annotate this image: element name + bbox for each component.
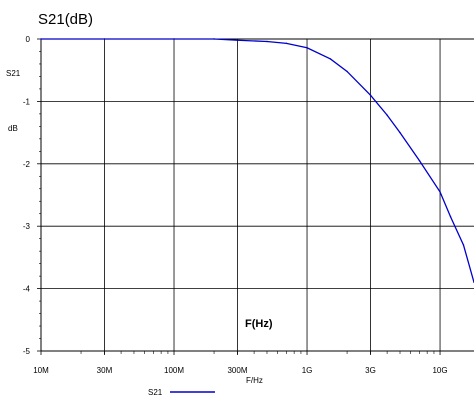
grid-layer: [40, 38, 474, 352]
x-tick-label: 300M: [227, 366, 247, 375]
series-point: [399, 131, 401, 134]
legend-series-name: S21: [148, 388, 163, 397]
y-axis-unit-label: dB: [8, 124, 18, 133]
series-point: [369, 94, 372, 96]
x-tick-label: 1G: [302, 366, 313, 375]
series-point: [213, 38, 215, 40]
series-point: [173, 38, 175, 40]
y-tick-label: -3: [23, 222, 31, 231]
series-point: [40, 38, 42, 40]
series-point: [462, 244, 465, 246]
tick-layer: 0 -1 -2 -3 -4 -5 10M 30M 100M 300M 1G 3G 10G: [23, 35, 448, 375]
series-point: [329, 58, 332, 60]
x-tick-label: 10M: [33, 366, 49, 375]
series-point: [285, 42, 288, 45]
series-point: [418, 159, 421, 162]
series-point: [236, 39, 239, 41]
y-tick-label: -1: [23, 97, 31, 106]
x-tick-label: 30M: [97, 366, 113, 375]
series-point: [449, 216, 452, 218]
x-tick-label: 10G: [432, 366, 447, 375]
inner-x-axis-label: F(Hz): [245, 318, 273, 330]
series-point: [439, 191, 441, 193]
series-point: [306, 47, 308, 49]
y-tick-label: -4: [23, 285, 31, 294]
series-point: [103, 38, 106, 40]
bottom-x-axis-label: F/Hz: [246, 376, 263, 385]
y-tick-label: 0: [26, 35, 31, 44]
series-layer: [40, 38, 474, 284]
chart-title: S21(dB): [38, 11, 93, 28]
x-tick-label: 100M: [164, 366, 184, 375]
y-tick-label: -2: [23, 160, 31, 169]
x-tick-label: 3G: [365, 366, 376, 375]
y-tick-label: -5: [23, 347, 31, 356]
series-point: [346, 70, 348, 73]
series-point: [266, 40, 268, 43]
series-point: [386, 114, 388, 116]
y-axis-series-label: S21: [6, 69, 21, 78]
series-line-s21: [41, 38, 474, 283]
